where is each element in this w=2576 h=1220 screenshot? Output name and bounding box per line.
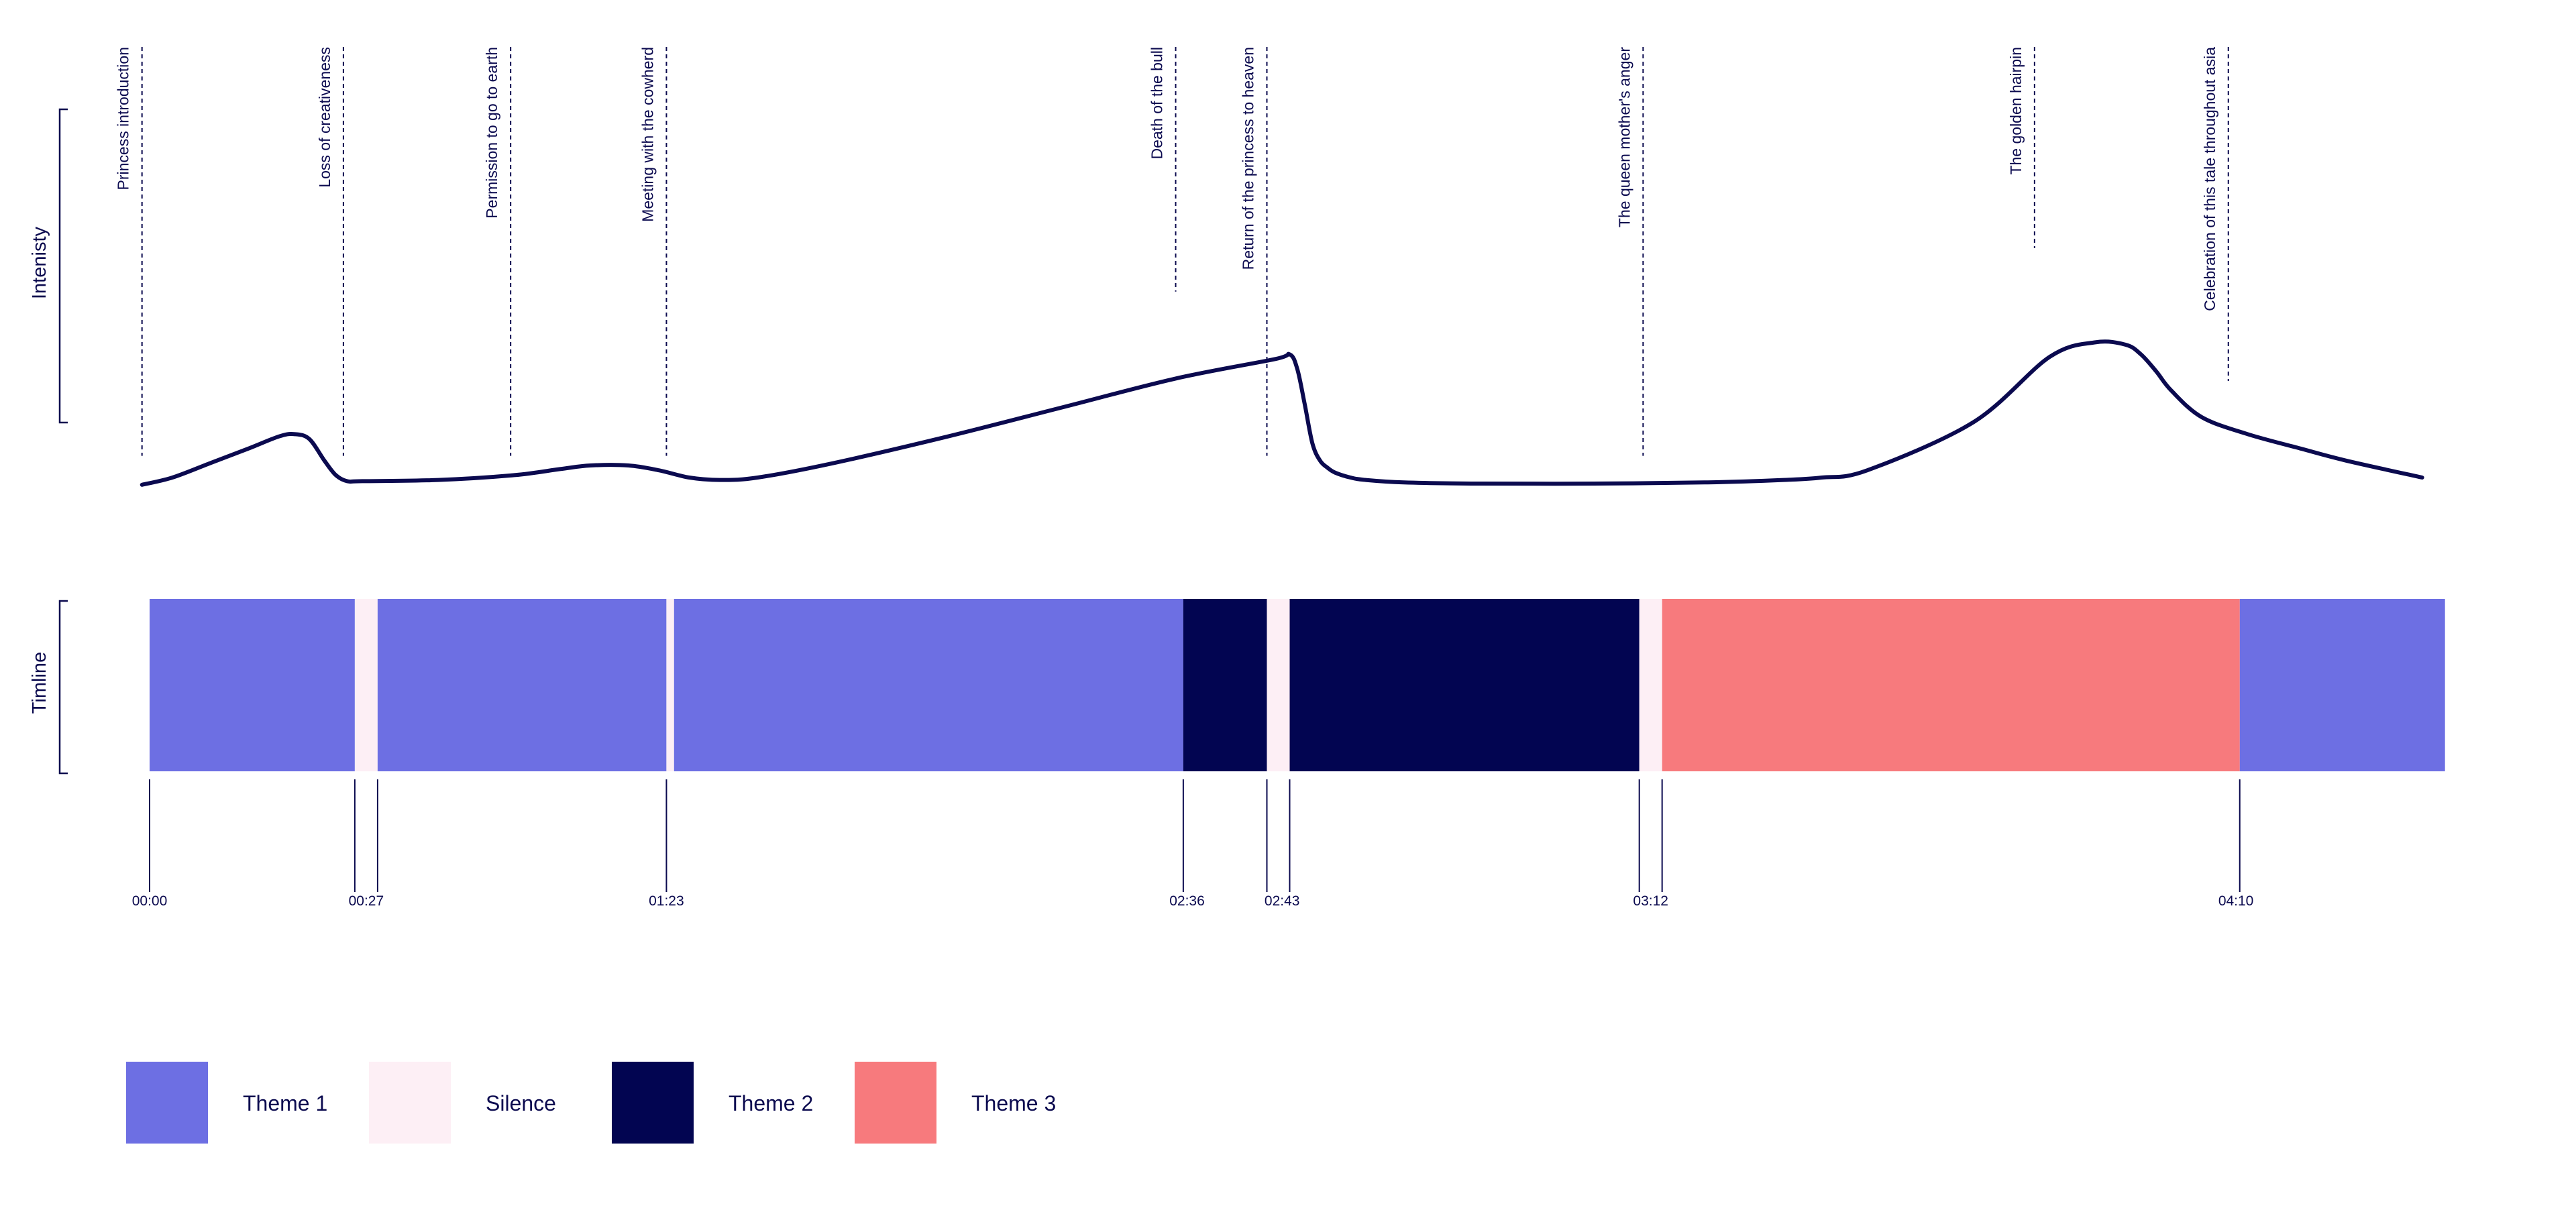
legend-label: Theme 3 bbox=[971, 1091, 1056, 1115]
timeline-tick-label: 00:27 bbox=[349, 893, 384, 909]
legend-swatch bbox=[855, 1062, 936, 1144]
legend-swatch bbox=[369, 1062, 451, 1144]
annotation-label: Loss of creativeness bbox=[316, 47, 333, 188]
annotation-label: Celebration of this tale throughout asia bbox=[2201, 47, 2218, 311]
timeline-segment bbox=[150, 599, 355, 771]
timeline-tick-label: 01:23 bbox=[649, 893, 684, 909]
annotation-label: Return of the princess to heaven bbox=[1240, 47, 1257, 270]
timeline-segments bbox=[150, 599, 2445, 771]
intensity-axis-label: Intenisty bbox=[29, 227, 50, 299]
legend-label: Theme 1 bbox=[243, 1091, 327, 1115]
timeline-segment bbox=[354, 599, 378, 771]
legend-swatch bbox=[612, 1062, 694, 1144]
timeline-segment bbox=[2239, 599, 2445, 771]
annotation-label: Princess introduction bbox=[115, 47, 132, 190]
timeline-segment bbox=[1289, 599, 1640, 771]
intensity-axis-bracket bbox=[58, 108, 68, 424]
timeline-segment bbox=[666, 599, 674, 771]
timeline-segment bbox=[377, 599, 667, 771]
timeline-segment bbox=[674, 599, 1183, 771]
timeline-ticks: 00:00 00:27 01:23 02:36 02:43 03:12 04:10 bbox=[132, 779, 2254, 909]
timeline-segment bbox=[1267, 599, 1290, 771]
timeline-axis-label: Timline bbox=[29, 652, 50, 714]
timeline-tick-label: 02:43 bbox=[1265, 893, 1300, 909]
legend-label: Silence bbox=[486, 1091, 556, 1115]
annotations: Princess introduction Loss of creativenes… bbox=[115, 47, 2229, 456]
annotation-label: The queen mother's anger bbox=[1615, 47, 1633, 227]
timeline-tick-label: 03:12 bbox=[1633, 893, 1668, 909]
timeline-tick-label: 00:00 bbox=[132, 893, 168, 909]
timeline-segment bbox=[1183, 599, 1267, 771]
timeline-axis-bracket bbox=[58, 600, 68, 775]
annotation-label: Meeting with the cowherd bbox=[639, 47, 656, 222]
legend: Theme 1 Silence Theme 2 Theme 3 bbox=[126, 1062, 1056, 1144]
timeline-tick-label: 04:10 bbox=[2218, 893, 2254, 909]
timeline-segment bbox=[1639, 599, 1662, 771]
timeline-segment bbox=[1662, 599, 2240, 771]
annotation-label: Death of the bull bbox=[1148, 47, 1166, 160]
annotation-label: The golden hairpin bbox=[2007, 47, 2025, 175]
annotation-label: Permission to go to earth bbox=[483, 47, 500, 219]
legend-label: Theme 2 bbox=[729, 1091, 813, 1115]
intensity-curve bbox=[140, 339, 2424, 487]
timeline-tick-label: 02:36 bbox=[1169, 893, 1205, 909]
legend-swatch bbox=[126, 1062, 208, 1144]
